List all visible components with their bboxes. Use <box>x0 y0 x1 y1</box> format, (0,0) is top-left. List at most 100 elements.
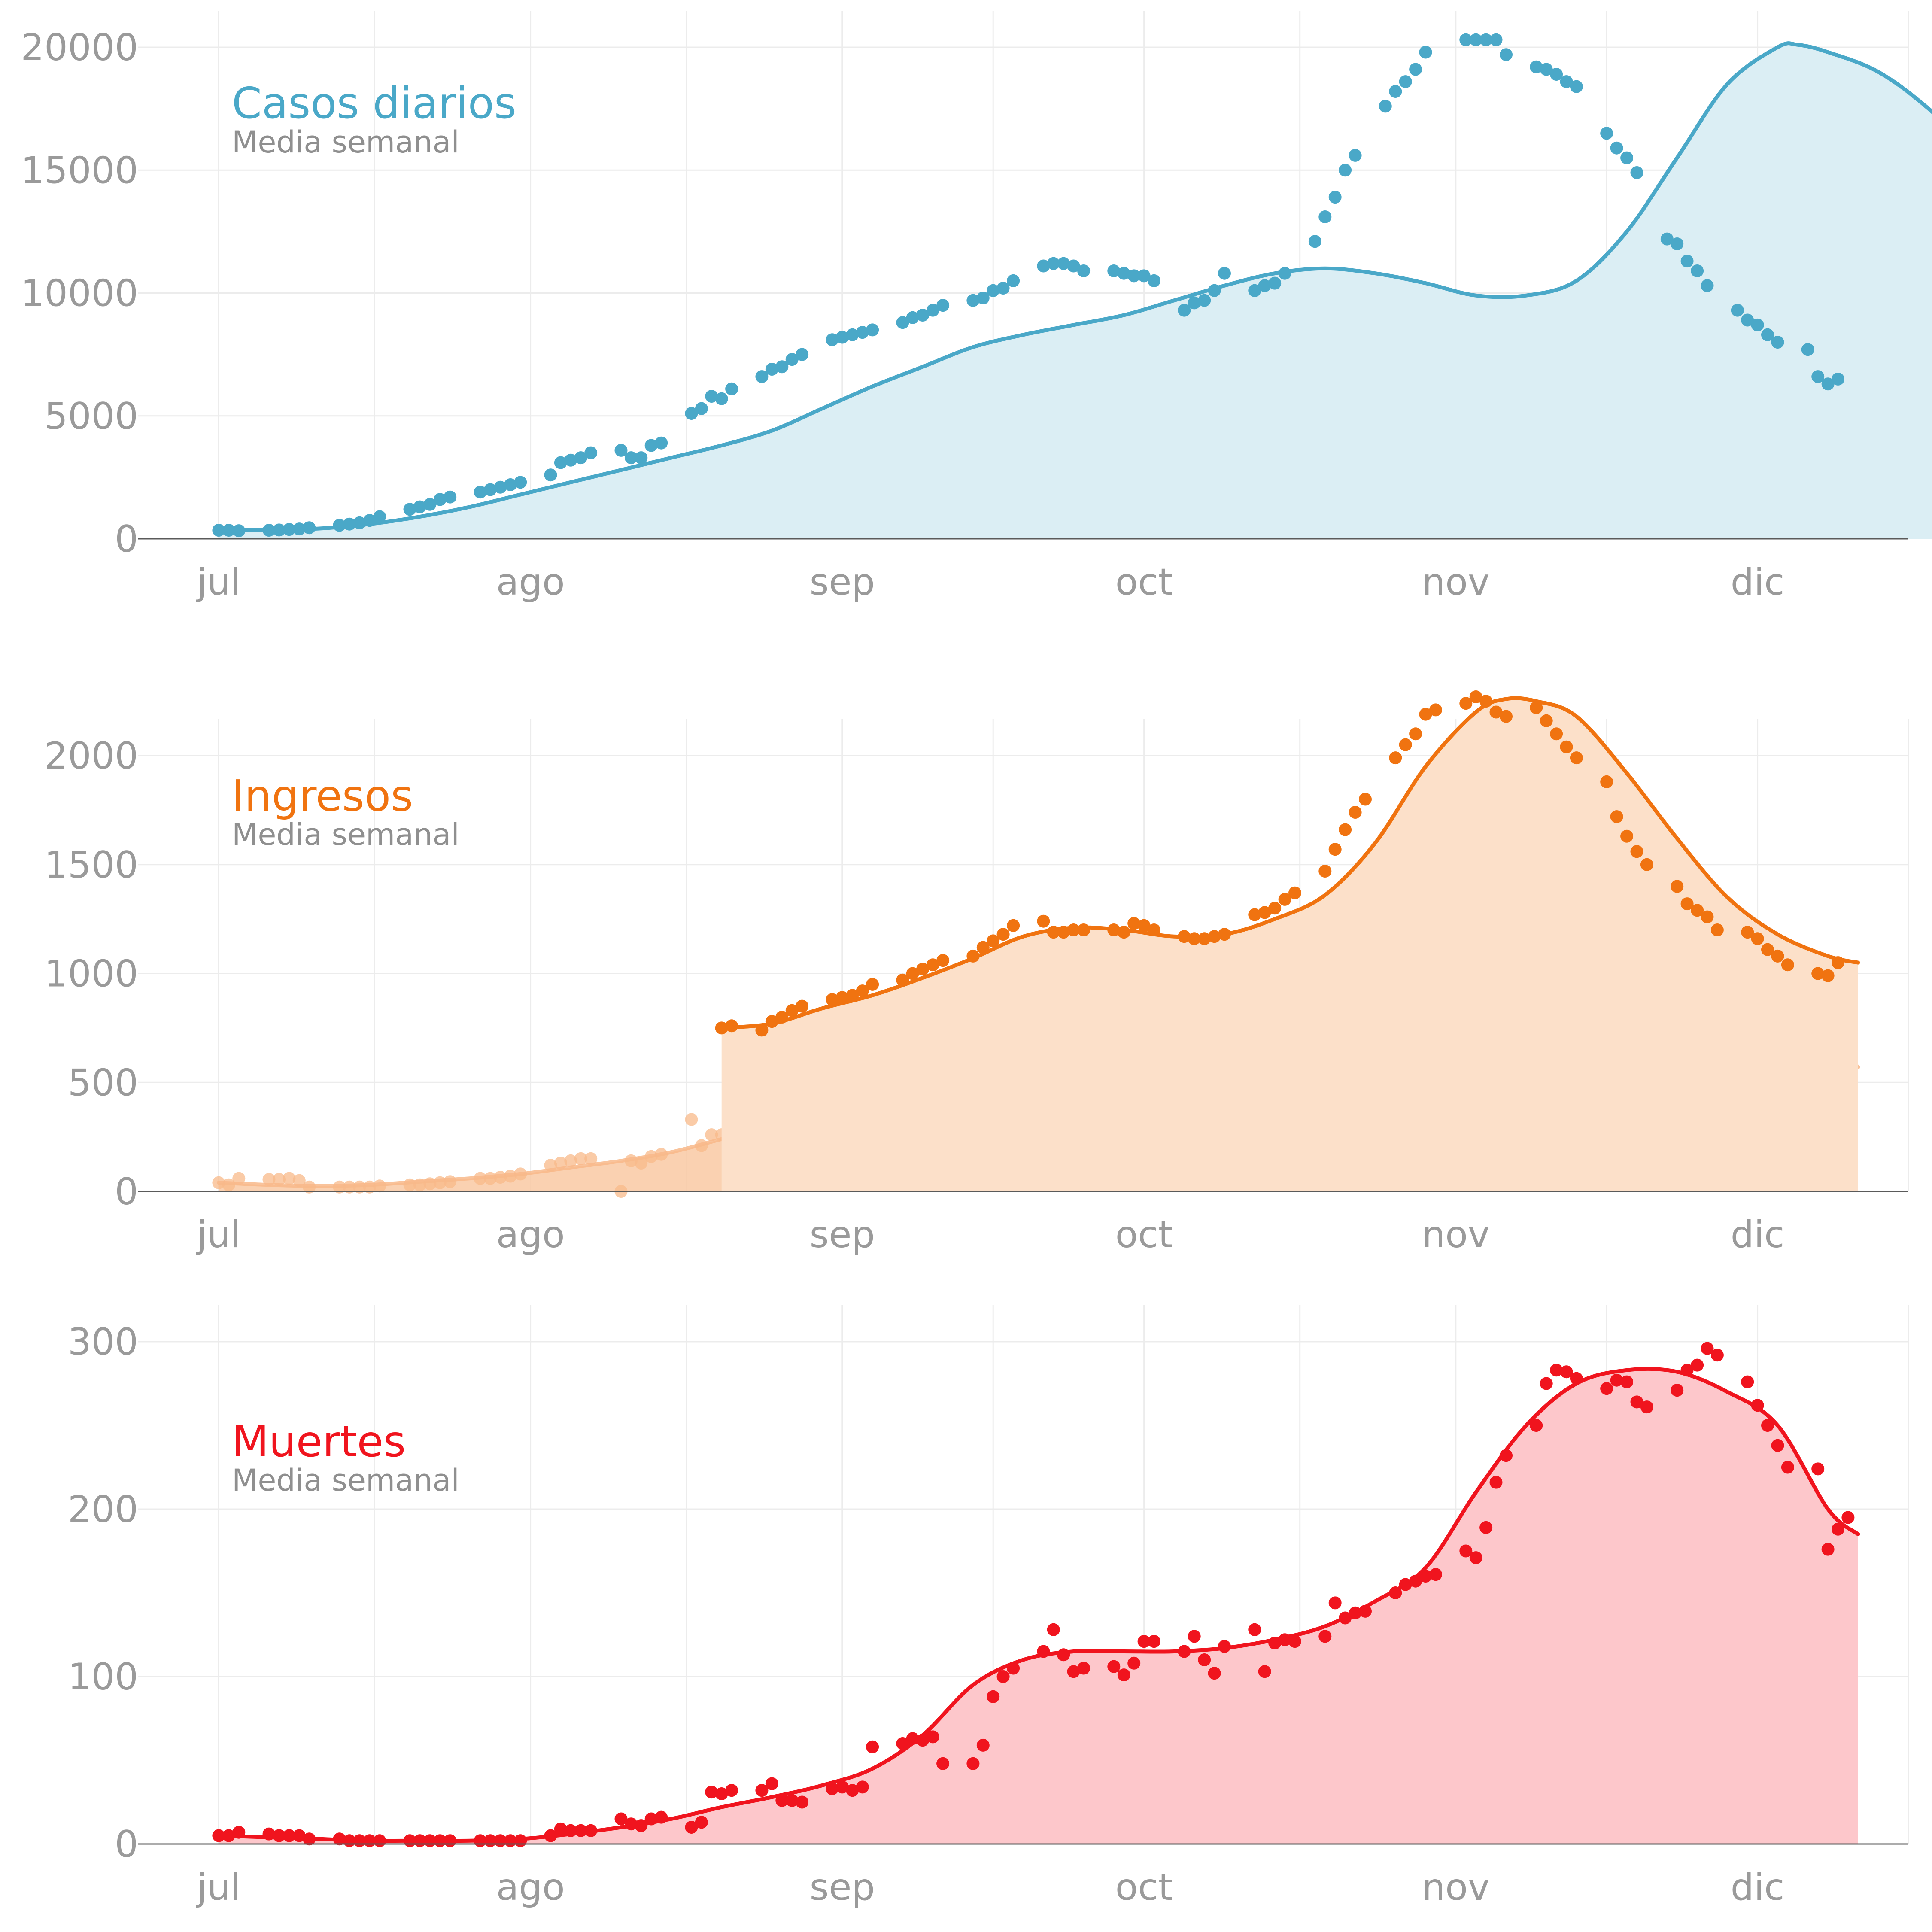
data-point <box>906 311 919 324</box>
data-point <box>1640 858 1653 871</box>
data-point <box>1530 60 1543 73</box>
data-point <box>1258 1665 1271 1678</box>
data-point <box>1469 690 1482 703</box>
y-tick-label: 1000 <box>44 953 138 996</box>
data-point <box>1258 279 1271 292</box>
data-point <box>755 370 769 383</box>
data-point <box>926 1730 939 1744</box>
data-point <box>1399 738 1412 751</box>
data-point <box>785 1004 799 1017</box>
chart-subtitle: Media semanal <box>232 1463 459 1498</box>
y-tick-label: 100 <box>68 1656 138 1698</box>
data-point <box>433 493 447 506</box>
data-point <box>1037 259 1050 273</box>
data-point <box>1691 1358 1704 1372</box>
data-point <box>1671 880 1684 893</box>
data-point <box>755 1784 769 1797</box>
data-point <box>705 390 718 403</box>
data-point <box>1409 63 1422 76</box>
x-tick-label: ago <box>496 561 565 604</box>
data-point <box>1832 372 1844 386</box>
data-point <box>474 486 487 499</box>
data-point <box>483 483 497 496</box>
data-point <box>1701 279 1714 292</box>
data-point <box>826 1782 839 1795</box>
data-point <box>544 468 557 482</box>
data-point <box>1067 1665 1080 1678</box>
y-tick-label: 200 <box>68 1488 138 1531</box>
x-tick-label: oct <box>1115 1213 1173 1256</box>
data-point <box>835 1780 849 1794</box>
data-point <box>584 446 598 459</box>
y-tick-label: 15000 <box>21 149 138 192</box>
data-point <box>1771 949 1784 963</box>
data-point <box>1198 1653 1211 1666</box>
data-point <box>1178 304 1191 317</box>
y-tick-label: 1500 <box>44 844 138 887</box>
data-point <box>1550 1364 1563 1377</box>
data-point <box>1248 284 1261 297</box>
data-point <box>1077 1662 1091 1675</box>
data-point <box>554 1157 567 1170</box>
chart-subtitle: Media semanal <box>232 817 459 852</box>
data-point <box>856 326 869 339</box>
data-point <box>1570 80 1583 93</box>
x-tick-label: ago <box>496 1866 565 1909</box>
data-point <box>976 1738 990 1752</box>
data-point <box>936 1757 950 1770</box>
data-point <box>1630 166 1643 179</box>
data-point <box>584 1152 598 1165</box>
y-tick-label: 500 <box>68 1061 138 1104</box>
data-point <box>987 934 1000 948</box>
data-point <box>705 1128 718 1142</box>
data-point <box>1399 75 1412 88</box>
data-point <box>1198 294 1211 307</box>
data-point <box>1610 810 1623 823</box>
data-point <box>1318 865 1332 878</box>
data-point <box>936 954 950 967</box>
x-tick-label: oct <box>1115 1866 1173 1909</box>
data-point <box>574 451 587 465</box>
chart-panel-2: 0 500 1000 1500 2000 jul ago sep oct nov dic Ingres… <box>44 690 1909 1256</box>
data-point <box>504 478 517 491</box>
data-point <box>765 1777 778 1790</box>
data-point <box>1560 740 1573 753</box>
data-point <box>1328 1596 1342 1610</box>
data-point <box>866 1740 879 1753</box>
data-point <box>866 978 879 991</box>
data-point <box>1600 775 1613 788</box>
data-point <box>966 294 980 307</box>
data-point <box>1047 1623 1060 1636</box>
data-point <box>644 439 658 452</box>
data-point <box>1600 127 1613 140</box>
data-point <box>1127 917 1141 930</box>
data-point <box>574 1152 587 1165</box>
data-point <box>1671 237 1684 250</box>
data-point <box>715 1787 728 1800</box>
data-point <box>1308 235 1321 248</box>
data-point <box>1610 1373 1623 1387</box>
data-point <box>1751 932 1764 945</box>
data-point <box>1278 893 1291 906</box>
data-point <box>1339 164 1352 177</box>
data-point <box>1047 257 1060 270</box>
data-point <box>273 1173 286 1186</box>
data-point <box>1218 267 1231 280</box>
data-point <box>1620 829 1634 843</box>
data-point <box>1389 85 1402 98</box>
data-point <box>1550 68 1563 81</box>
data-point <box>1127 1656 1141 1670</box>
data-point <box>1007 919 1020 932</box>
data-point <box>1620 1375 1634 1388</box>
x-tick-label: sep <box>810 561 875 604</box>
data-point <box>1127 269 1141 283</box>
data-point <box>1419 708 1432 721</box>
data-point <box>1077 264 1091 277</box>
series-1 <box>212 1342 1860 1847</box>
data-point <box>1248 1623 1261 1636</box>
data-point <box>765 363 778 376</box>
data-point <box>1349 806 1362 819</box>
data-point <box>1137 1635 1151 1648</box>
data-point <box>423 498 437 511</box>
data-point <box>996 928 1010 941</box>
